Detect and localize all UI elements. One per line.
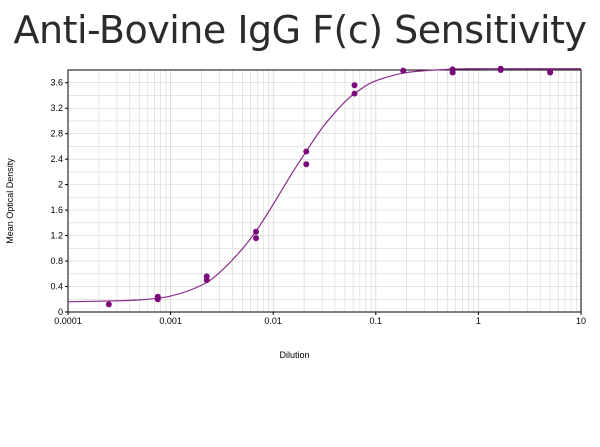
data-point [303,148,310,155]
y-tick-label: 0 [58,307,63,317]
fit-curve [67,68,581,303]
x-axis-label: Dilution [279,350,309,360]
data-point [154,296,161,303]
data-point [303,161,310,168]
y-tick-label: 2 [58,180,63,190]
data-point [547,69,554,76]
y-tick-label: 3.2 [50,103,63,113]
data-point [253,235,260,242]
x-tick-label: 0.0001 [54,316,82,326]
x-tick-label: 0.001 [159,316,182,326]
x-tick-label: 0.01 [264,316,282,326]
y-axis-label: Mean Optical Density [5,158,15,244]
data-point [497,67,504,73]
y-tick-label: 2.8 [50,129,63,139]
data-point [351,90,358,97]
data-point [351,82,358,89]
y-tick-label: 3.6 [50,78,63,88]
y-tick-label: 2.4 [50,154,63,164]
plot-frame [67,69,582,313]
x-tick-label: 1 [476,316,481,326]
x-tick-label: 0.1 [370,316,383,326]
data-point [253,228,260,235]
x-tick-label: 10 [576,316,586,326]
chart-title: Anti-Bovine IgG F(c) Sensitivity [13,8,587,52]
data-point [449,69,456,76]
data-point [400,67,407,74]
y-tick-label: 0.4 [50,282,63,292]
y-tick-label: 1.2 [50,231,63,241]
data-point [105,301,112,308]
plot-background [68,70,581,312]
y-tick-label: 0.8 [50,256,63,266]
data-point [203,277,210,284]
y-tick-label: 1.6 [50,205,63,215]
